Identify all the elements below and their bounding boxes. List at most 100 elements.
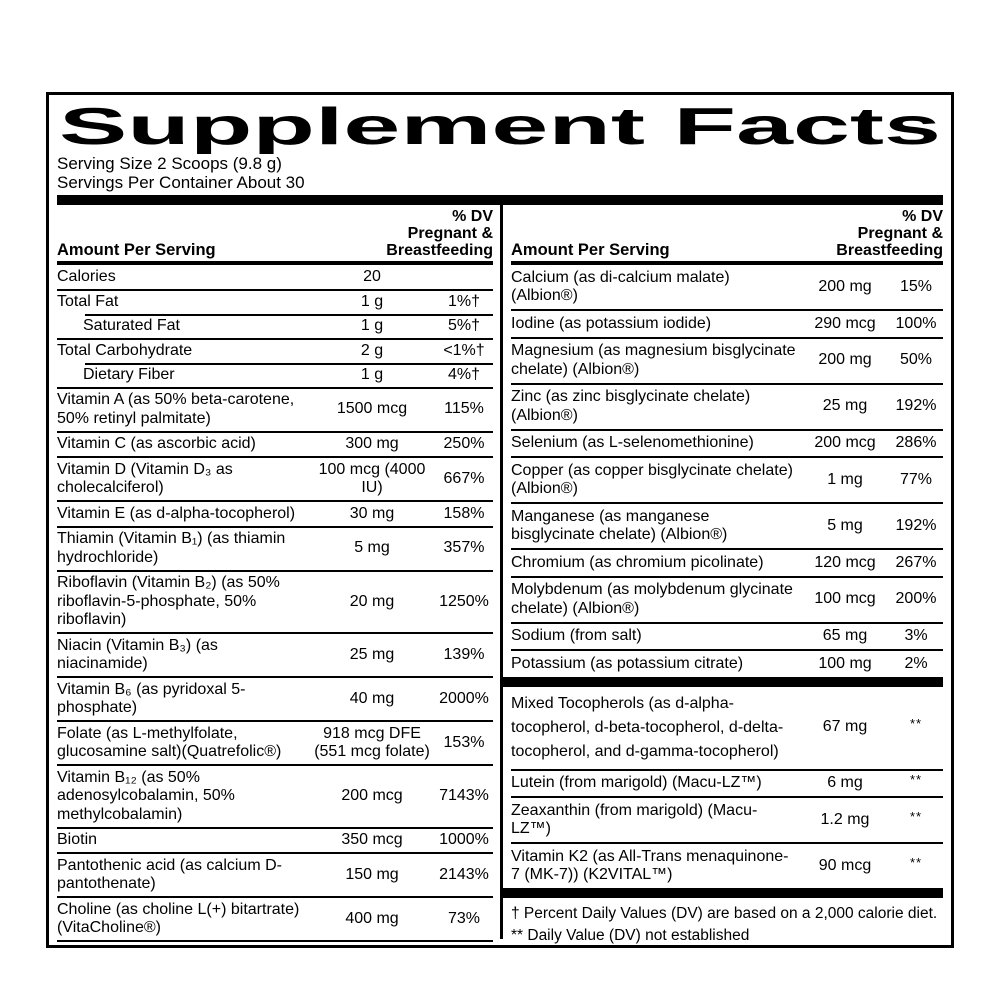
- left-rows: Calories 20 Total Fat 1 g 1%† Saturated Fat 1 …: [57, 265, 493, 942]
- table-row: Vitamin K2 (as All-Trans menaquinone-7 (…: [511, 842, 943, 888]
- ingredient-name: Pantothenic acid (as calcium D-pantothen…: [57, 856, 282, 893]
- ingredient-dv-value: <1%†: [443, 342, 485, 359]
- footnote-not-established: ** Daily Value (DV) not established: [511, 927, 750, 944]
- table-row: Zeaxanthin (from marigold) (Macu-LZ™) 1.2…: [511, 796, 943, 842]
- ingredient-name: Iodine (as potassium iodide): [511, 314, 712, 332]
- ingredient-name: Total Fat: [57, 293, 119, 310]
- ingredient-amount: 150 mg: [345, 865, 399, 883]
- dv-header-label: % DV Pregnant & Breastfeeding: [386, 208, 493, 259]
- amount-per-serving-label: Amount Per Serving: [511, 241, 670, 259]
- ingredient-amount: 1 g: [360, 316, 384, 334]
- table-row: Saturated Fat 1 g 5%†: [57, 314, 493, 338]
- ingredient-name: Vitamin K2 (as All-Trans menaquinone-7 (…: [511, 847, 789, 884]
- ingredient-amount: 100 mcg (4000 IU): [318, 460, 426, 497]
- ingredient-dv-value: 77%: [899, 470, 933, 488]
- ingredient-amount: 2 g: [360, 342, 384, 359]
- table-row: Dietary Fiber 1 g 4%†: [57, 363, 493, 387]
- ingredient-name: Vitamin C (as ascorbic acid): [57, 435, 256, 452]
- ingredient-dv-value: 286%: [895, 434, 937, 451]
- ingredient-dv-value: 1000%: [439, 831, 489, 848]
- ingredient-dv-value: 4%†: [447, 365, 481, 383]
- ingredient-amount: 100 mg: [818, 654, 872, 672]
- ingredient-amount: 1500 mcg: [336, 400, 408, 418]
- ingredient-dv-value: **: [909, 808, 923, 824]
- ingredient-dv-value: 1%†: [447, 293, 481, 310]
- columns: Amount Per Serving % DV Pregnant & Breas…: [57, 205, 943, 944]
- ingredient-name: Saturated Fat: [83, 316, 180, 334]
- ingredient-name: Vitamin A (as 50% beta-carotene, 50% ret…: [57, 391, 295, 427]
- table-row: Mixed Tocopherols (as d-alpha-tocopherol…: [511, 687, 943, 769]
- ingredient-amount: 200 mg: [818, 277, 872, 295]
- table-row: Calcium (as di-calcium malate) (Albion®)…: [511, 265, 943, 309]
- ingredient-amount: 20 mg: [349, 592, 395, 610]
- footnotes: † Percent Daily Values (DV) are based on…: [511, 898, 943, 947]
- ingredient-name: Chromium (as chromium picolinate): [511, 553, 764, 571]
- ingredient-amount: 25 mg: [349, 645, 395, 663]
- table-row: Vitamin B₆ (as pyridoxal 5-phosphate) 40 …: [57, 676, 493, 720]
- ingredient-dv-value: **: [909, 772, 923, 787]
- ingredient-amount: 1 g: [360, 365, 384, 383]
- right-rows-main: Calcium (as di-calcium malate) (Albion®)…: [511, 265, 943, 677]
- ingredient-dv-value: 357%: [443, 539, 485, 557]
- ingredient-dv-value: 3%: [904, 627, 928, 644]
- table-row: Iodine (as potassium iodide) 290 mcg 100%: [511, 309, 943, 337]
- right-column: Amount Per Serving % DV Pregnant & Breas…: [500, 205, 943, 944]
- table-row: Zinc (as zinc bisglycinate chelate) (Alb…: [511, 382, 943, 429]
- ingredient-dv-value: 73%: [447, 909, 481, 927]
- ingredient-amount: 200 mcg: [814, 434, 876, 451]
- ingredient-dv-value: 2143%: [439, 865, 489, 883]
- panel-title: Supplement Facts: [59, 100, 941, 154]
- ingredient-name: Magnesium (as magnesium bisglycinate che…: [511, 342, 796, 378]
- ingredient-amount: 350 mcg: [341, 831, 403, 848]
- ingredient-name: Potassium (as potassium citrate): [511, 654, 744, 672]
- ingredient-dv-value: 50%: [899, 351, 933, 369]
- ingredient-name: Calories: [57, 267, 116, 285]
- ingredient-amount: 120 mcg: [814, 553, 876, 571]
- ingredient-name: Vitamin E (as d-alpha-tocopherol): [57, 504, 296, 522]
- right-rows-unestablished: Mixed Tocopherols (as d-alpha-tocopherol…: [511, 687, 943, 889]
- ingredient-dv-value: 139%: [443, 645, 485, 663]
- ingredient-name: Folate (as L-methylfolate, glucosamine s…: [57, 724, 282, 761]
- servings-per-container-line: Servings Per Container About 30: [57, 173, 305, 192]
- table-row: Manganese (as manganese bisglycinate che…: [511, 502, 943, 548]
- ingredient-name: Vitamin B₁₂ (as 50% adenosylcobalamin, 5…: [57, 768, 235, 823]
- ingredient-amount: 65 mg: [822, 627, 868, 644]
- ingredient-dv-value: 192%: [895, 397, 937, 415]
- ingredient-name: Biotin: [57, 831, 98, 848]
- ingredient-dv-value: 100%: [895, 314, 937, 332]
- ingredient-amount: 40 mg: [349, 689, 395, 707]
- thick-divider-bar-bottom: [503, 888, 943, 898]
- table-row: Thiamin (Vitamin B₁) (as thiamin hydroch…: [57, 525, 493, 570]
- table-row: Vitamin A (as 50% beta-carotene, 50% ret…: [57, 386, 493, 431]
- ingredient-dv-value: 1250%: [439, 592, 489, 610]
- ingredient-amount: 30 mg: [349, 504, 395, 522]
- ingredient-dv-value: 267%: [895, 553, 937, 571]
- panel-title-text: Supplement Facts: [59, 100, 941, 154]
- table-row: Pantothenic acid (as calcium D-pantothen…: [57, 852, 493, 896]
- table-row: Vitamin B₁₂ (as 50% adenosylcobalamin, 5…: [57, 764, 493, 827]
- ingredient-amount: 918 mcg DFE (551 mcg folate): [314, 724, 430, 761]
- table-row: Total Carbohydrate 2 g <1%†: [57, 337, 493, 364]
- table-row: Total Fat 1 g 1%†: [57, 288, 493, 315]
- ingredient-amount: 5 mg: [827, 516, 863, 534]
- table-row: Vitamin C (as ascorbic acid) 300 mg 250%: [57, 430, 493, 457]
- ingredient-dv-value: 200%: [895, 590, 937, 608]
- table-row: Riboflavin (Vitamin B₂) (as 50% riboflav…: [57, 569, 493, 633]
- supplement-facts-panel: Supplement Facts Serving Size 2 Scoops (…: [46, 92, 954, 948]
- ingredient-amount: 6 mg: [827, 774, 863, 791]
- ingredient-name: Total Carbohydrate: [57, 342, 193, 359]
- table-row: Vitamin E (as d-alpha-tocopherol) 30 mg 15…: [57, 500, 493, 526]
- ingredient-name: Lutein (from marigold) (Macu-LZ™): [511, 774, 762, 791]
- ingredient-name: Thiamin (Vitamin B₁) (as thiamin hydroch…: [57, 530, 286, 566]
- left-column: Amount Per Serving % DV Pregnant & Breas…: [57, 205, 500, 942]
- thick-divider-bar-middle: [503, 676, 943, 687]
- table-row: Sodium (from salt) 65 mg 3%: [511, 621, 943, 650]
- thick-divider-bar-top: [57, 195, 943, 205]
- table-row: Chromium (as chromium picolinate) 120 mcg…: [511, 548, 943, 576]
- ingredient-name: Zinc (as zinc bisglycinate chelate) (Alb…: [511, 388, 751, 424]
- ingredient-dv-value: **: [909, 854, 923, 870]
- table-row: Copper (as copper bisglycinate chelate) …: [511, 456, 943, 502]
- ingredient-name: Calcium (as di-calcium malate) (Albion®): [511, 268, 730, 305]
- table-row: Folate (as L-methylfolate, glucosamine s…: [57, 720, 493, 764]
